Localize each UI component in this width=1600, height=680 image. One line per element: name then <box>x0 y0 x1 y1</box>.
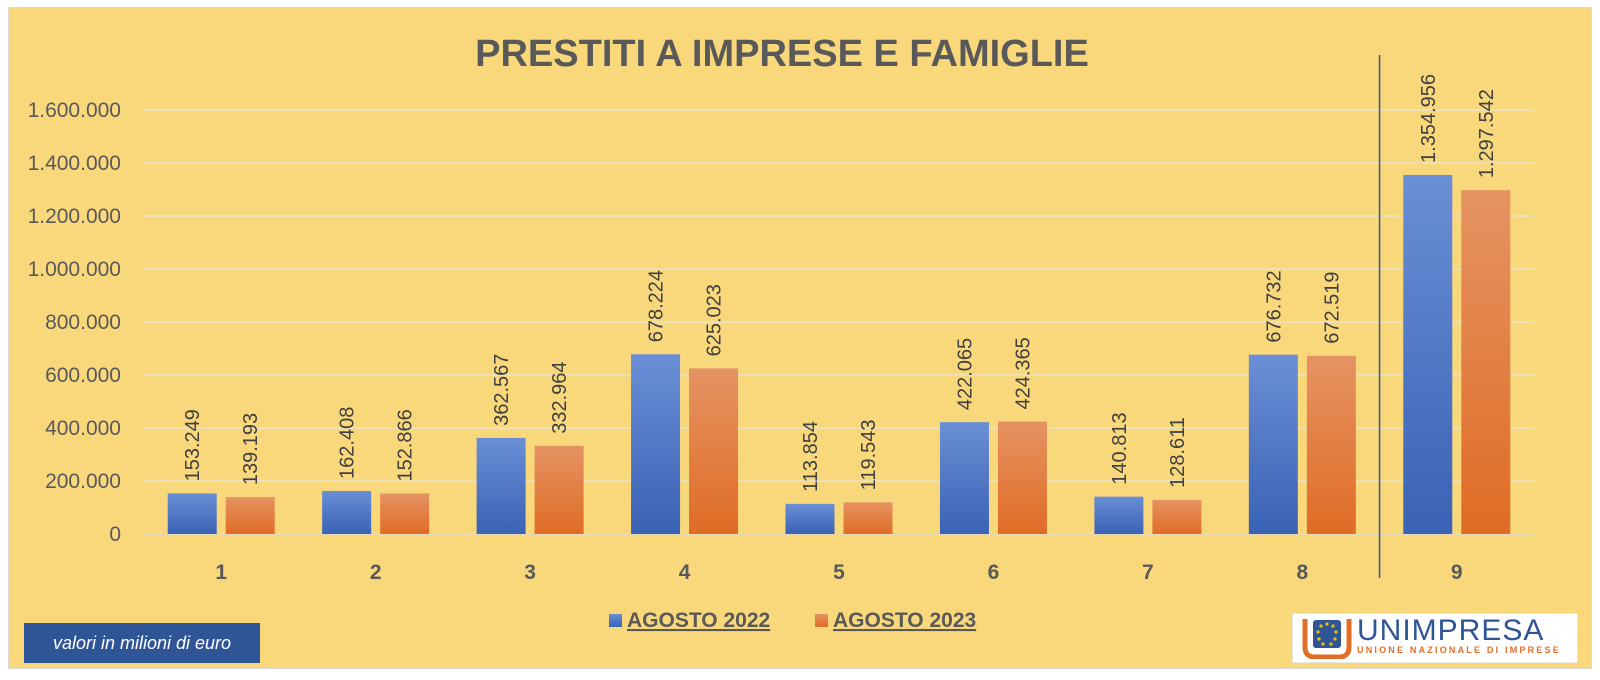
x-category-label: 7 <box>1142 561 1154 584</box>
x-category-label: 3 <box>524 561 536 584</box>
legend-label-2023: AGOSTO 2023 <box>833 609 976 632</box>
data-label: 139.193 <box>240 413 262 485</box>
data-label: 678.224 <box>646 270 668 342</box>
data-label: 119.543 <box>858 420 880 491</box>
bar <box>322 490 372 534</box>
data-label: 672.519 <box>1321 271 1343 343</box>
data-label: 422.065 <box>954 338 976 410</box>
y-tick-label: 0 <box>109 523 121 546</box>
bar <box>997 421 1047 534</box>
y-tick-label: 400.000 <box>45 417 121 440</box>
data-label: 1.297.542 <box>1476 89 1498 178</box>
x-category-label: 6 <box>988 561 1000 584</box>
data-label: 140.813 <box>1109 412 1131 484</box>
x-category-label: 4 <box>679 561 691 584</box>
x-category-label: 9 <box>1451 561 1463 584</box>
chart-frame: PRESTITI A IMPRESE E FAMIGLIE 0 200.000 40… <box>8 7 1592 669</box>
bar <box>1248 354 1298 534</box>
bar <box>689 368 739 534</box>
bars <box>167 174 1511 535</box>
data-label: 128.611 <box>1167 417 1189 488</box>
data-label: 162.408 <box>337 407 359 479</box>
chart-title: PRESTITI A IMPRESE E FAMIGLIE <box>475 33 1089 75</box>
y-tick-label: 200.000 <box>45 470 121 493</box>
y-tick-label: 1.200.000 <box>28 205 121 228</box>
y-tick-label: 800.000 <box>45 311 121 334</box>
bar <box>1152 499 1202 534</box>
bar <box>843 502 893 534</box>
data-label: 113.854 <box>800 421 822 492</box>
x-category-label: 5 <box>833 561 845 584</box>
bar <box>1403 174 1453 535</box>
y-tick-label: 1.400.000 <box>28 152 121 175</box>
data-label: 332.964 <box>549 361 571 433</box>
x-axis-categories: 1 2 3 4 5 6 7 8 9 <box>215 561 1462 584</box>
legend-swatch-2022 <box>609 614 622 627</box>
logo-subtitle: UNIONE NAZIONALE DI IMPRESE <box>1357 645 1561 655</box>
units-note: valori in milioni di euro <box>24 623 260 663</box>
y-tick-label: 1.000.000 <box>28 258 121 281</box>
y-tick-label: 1.600.000 <box>28 99 121 122</box>
x-category-label: 2 <box>370 561 382 584</box>
data-label: 362.567 <box>491 354 513 426</box>
data-label: 1.354.956 <box>1418 74 1440 163</box>
bar <box>476 437 526 534</box>
data-label: 152.866 <box>395 409 417 481</box>
data-label: 153.249 <box>182 409 204 481</box>
data-labels: 153.249 139.193 162.408 152.866 362.567 332.9… <box>182 74 1498 492</box>
legend-label-2022: AGOSTO 2022 <box>627 609 770 632</box>
bar <box>1094 496 1144 534</box>
data-label: 676.732 <box>1263 270 1285 342</box>
legend: AGOSTO 2022 AGOSTO 2023 <box>609 609 976 632</box>
bar <box>380 493 430 534</box>
gridlines <box>144 55 1534 578</box>
x-category-label: 8 <box>1296 561 1308 584</box>
bar-chart: PRESTITI A IMPRESE E FAMIGLIE 0200.00040… <box>28 33 1534 632</box>
x-category-label: 1 <box>215 561 227 584</box>
data-label: 424.365 <box>1012 337 1034 409</box>
logo-name: UNIMPRESA <box>1357 614 1545 647</box>
bar <box>167 493 217 534</box>
legend-swatch-2023 <box>815 614 828 627</box>
bar <box>785 503 835 534</box>
bar <box>1461 190 1511 534</box>
bar <box>1306 355 1356 534</box>
eu-stars-logo-icon <box>1302 619 1352 659</box>
bar <box>225 497 275 534</box>
data-label: 625.023 <box>704 284 726 356</box>
bar <box>631 354 681 534</box>
y-axis-ticks: 0 200.000 400.000 600.000 800.000 1.000.000 1.… <box>28 99 121 546</box>
y-tick-label: 600.000 <box>45 364 121 387</box>
bar <box>939 422 989 534</box>
bar <box>534 445 584 534</box>
unimpresa-logo: UNIMPRESA UNIONE NAZIONALE DI IMPRESE <box>1292 613 1578 663</box>
